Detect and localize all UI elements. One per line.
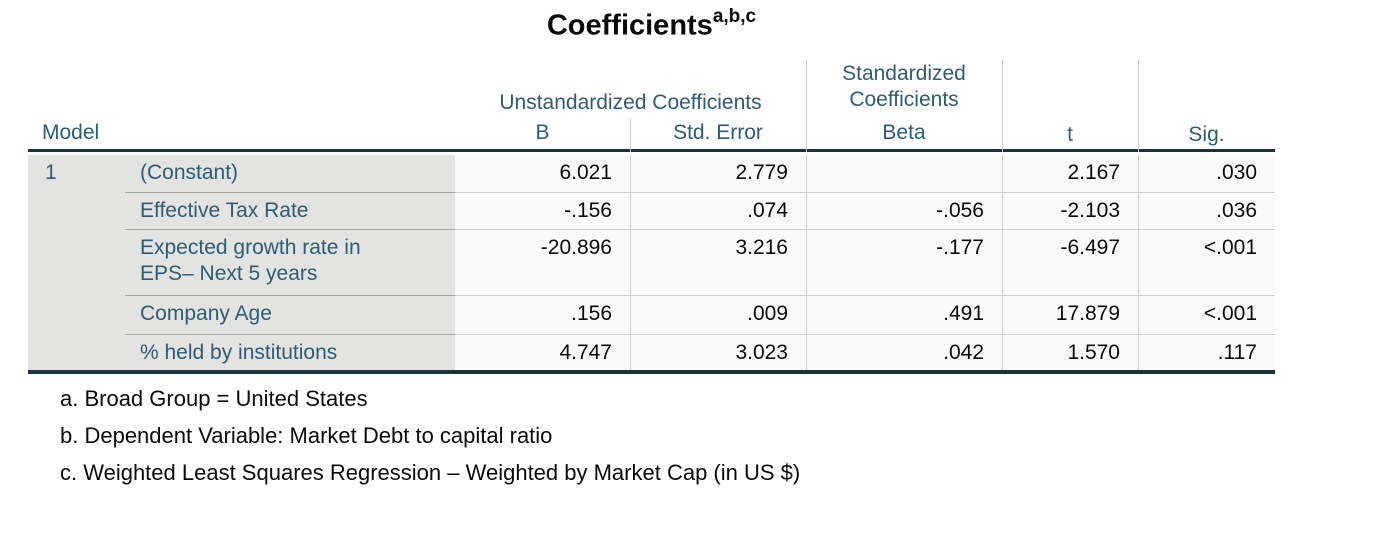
cell-pct-held-t: 1.570 bbox=[1002, 335, 1138, 370]
cell-effective-tax-rate-sig: .036 bbox=[1138, 193, 1275, 230]
table-body: 1 (Constant) 6.021 2.779 2.167 .030 Effe… bbox=[28, 155, 1275, 374]
table-title: Coefficientsa,b,c bbox=[28, 6, 1275, 43]
header-group-unstandardized-coefficients: Unstandardized Coefficients bbox=[499, 91, 762, 114]
cell-expected-growth-rate-std-error: 3.216 bbox=[630, 230, 806, 296]
row-label-effective-tax-rate: Effective Tax Rate bbox=[125, 193, 455, 230]
footnote-b: b. Dependent Variable: Market Debt to ca… bbox=[60, 423, 553, 448]
cell-constant-std-error: 2.779 bbox=[630, 155, 806, 193]
cell-company-age-std-error: .009 bbox=[630, 296, 806, 335]
cell-company-age-b: .156 bbox=[455, 296, 630, 335]
column-divider bbox=[806, 60, 807, 152]
cell-expected-growth-rate-t: -6.497 bbox=[1002, 230, 1138, 296]
column-divider bbox=[1002, 60, 1003, 152]
row-label-expected-growth-rate: Expected growth rate in EPS– Next 5 year… bbox=[125, 230, 455, 296]
table-title-text: Coefficients bbox=[546, 9, 713, 42]
cell-company-age-t: 17.879 bbox=[1002, 296, 1138, 335]
model-number-cell: 1 bbox=[28, 155, 125, 370]
row-label-constant: (Constant) bbox=[125, 155, 455, 193]
cell-expected-growth-rate-sig: <.001 bbox=[1138, 230, 1275, 296]
table-title-footnote-marks: a,b,c bbox=[712, 6, 757, 27]
header-column-t: t bbox=[1067, 123, 1073, 146]
column-divider bbox=[630, 118, 631, 152]
cell-constant-sig: .030 bbox=[1138, 155, 1275, 193]
cell-expected-growth-rate-b: -20.896 bbox=[455, 230, 630, 296]
column-divider bbox=[1138, 60, 1139, 152]
table-footnotes: a. Broad Group = United States b. Depend… bbox=[60, 386, 800, 485]
header-group-standardized-coefficients: Standardized Coefficients bbox=[842, 62, 966, 111]
cell-effective-tax-rate-std-error: .074 bbox=[630, 193, 806, 230]
cell-pct-held-sig: .117 bbox=[1138, 335, 1275, 370]
cell-pct-held-std-error: 3.023 bbox=[630, 335, 806, 370]
cell-effective-tax-rate-b: -.156 bbox=[455, 193, 630, 230]
cell-pct-held-b: 4.747 bbox=[455, 335, 630, 370]
header-column-b: B bbox=[535, 121, 550, 144]
cell-company-age-beta: .491 bbox=[806, 296, 1002, 335]
footnote-a: a. Broad Group = United States bbox=[60, 386, 368, 411]
table-header: Model Unstandardized Coefficients Standa… bbox=[28, 58, 1275, 152]
cell-constant-beta bbox=[806, 155, 1002, 193]
cell-expected-growth-rate-beta: -.177 bbox=[806, 230, 1002, 296]
row-label-company-age: Company Age bbox=[125, 296, 455, 335]
cell-constant-b: 6.021 bbox=[455, 155, 630, 193]
row-label-pct-held-by-institutions: % held by institutions bbox=[125, 335, 455, 370]
cell-pct-held-beta: .042 bbox=[806, 335, 1002, 370]
header-column-sig: Sig. bbox=[1188, 123, 1225, 146]
footnote-c: c. Weighted Least Squares Regression – W… bbox=[60, 460, 801, 485]
cell-effective-tax-rate-t: -2.103 bbox=[1002, 193, 1138, 230]
header-model: Model bbox=[42, 121, 100, 144]
header-column-std-error: Std. Error bbox=[673, 121, 763, 144]
cell-effective-tax-rate-beta: -.056 bbox=[806, 193, 1002, 230]
cell-constant-t: 2.167 bbox=[1002, 155, 1138, 193]
header-column-beta: Beta bbox=[882, 121, 926, 144]
cell-company-age-sig: <.001 bbox=[1138, 296, 1275, 335]
